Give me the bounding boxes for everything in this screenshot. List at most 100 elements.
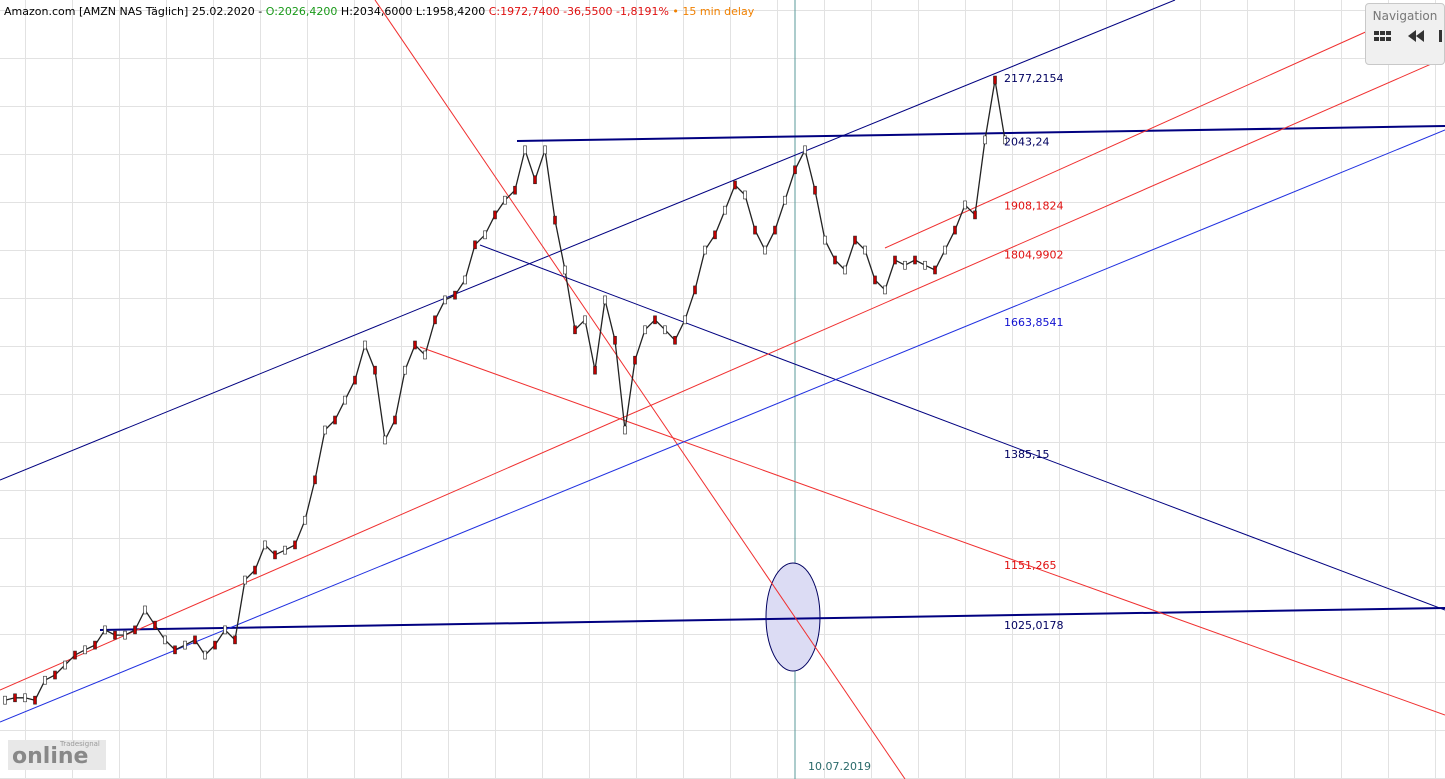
candle xyxy=(713,230,717,240)
candle xyxy=(693,285,697,295)
candle xyxy=(503,195,507,205)
level-label: 1804,9902 xyxy=(1004,249,1064,262)
trend-line xyxy=(884,29,1371,249)
candle xyxy=(43,675,47,685)
candle xyxy=(853,235,857,245)
candle xyxy=(303,515,307,525)
candle xyxy=(843,265,847,275)
trend-line xyxy=(0,57,1445,691)
logo: online Tradesignal xyxy=(8,740,106,770)
logo-text: online xyxy=(12,744,88,769)
candle xyxy=(483,230,487,240)
candle xyxy=(883,285,887,295)
candle xyxy=(563,265,567,275)
candle xyxy=(513,185,517,195)
candle xyxy=(153,620,157,630)
candle xyxy=(583,315,587,325)
candle xyxy=(253,565,257,575)
candle xyxy=(833,255,837,265)
navigation-panel[interactable]: Navigation xyxy=(1365,3,1445,65)
candle xyxy=(263,540,267,550)
level-label: 1151,265 xyxy=(1004,559,1057,572)
level-label: 2043,24 xyxy=(1004,136,1050,149)
candle xyxy=(213,640,217,650)
candle xyxy=(953,225,957,235)
level-label: 2177,2154 xyxy=(1004,72,1064,85)
trend-line xyxy=(516,125,1445,142)
candle xyxy=(163,635,167,645)
candle xyxy=(173,645,177,655)
candle xyxy=(223,625,227,635)
candle xyxy=(603,295,607,305)
candle xyxy=(3,695,7,705)
candle xyxy=(413,340,417,350)
candle xyxy=(753,225,757,235)
candle xyxy=(963,200,967,210)
trend-line xyxy=(99,607,1445,631)
candle xyxy=(653,315,657,325)
candle xyxy=(143,605,147,615)
candle xyxy=(323,425,327,435)
candle xyxy=(993,75,997,85)
candle xyxy=(1003,135,1007,145)
candle xyxy=(973,210,977,220)
level-label: 1385,15 xyxy=(1004,448,1050,461)
candle xyxy=(573,325,577,335)
candle xyxy=(383,435,387,445)
candle xyxy=(983,135,987,145)
candle xyxy=(613,335,617,345)
candle xyxy=(53,670,57,680)
candle xyxy=(473,240,477,250)
candle xyxy=(63,660,67,670)
candle xyxy=(183,640,187,650)
candle xyxy=(913,255,917,265)
header-part: H:2034,6000 L:1958,4200 xyxy=(337,5,489,18)
candle xyxy=(93,640,97,650)
candle xyxy=(123,630,127,640)
trend-line xyxy=(0,0,1176,481)
candle xyxy=(923,260,927,270)
candle xyxy=(623,425,627,435)
header-part: Amazon.com [AMZN NAS Täglich] 25.02.2020… xyxy=(4,5,266,18)
candle xyxy=(443,295,447,305)
candle xyxy=(773,225,777,235)
candle xyxy=(663,325,667,335)
candle xyxy=(893,255,897,265)
candle xyxy=(683,315,687,325)
candle xyxy=(203,650,207,660)
trend-line xyxy=(419,346,1445,716)
candle xyxy=(903,260,907,270)
candle xyxy=(33,695,37,705)
candle xyxy=(453,290,457,300)
navigation-icons xyxy=(1374,30,1442,42)
trend-line xyxy=(374,0,906,779)
header-part: • 15 min delay xyxy=(668,5,755,18)
candle xyxy=(783,195,787,205)
candle xyxy=(523,145,527,155)
candle xyxy=(863,245,867,255)
candle xyxy=(333,415,337,425)
candle xyxy=(403,365,407,375)
candle xyxy=(943,245,947,255)
candle xyxy=(703,245,707,255)
candle xyxy=(823,235,827,245)
candle xyxy=(723,205,727,215)
candle xyxy=(103,625,107,635)
candle xyxy=(633,355,637,365)
candle xyxy=(873,275,877,285)
candle xyxy=(23,693,27,703)
candle xyxy=(743,190,747,200)
candle xyxy=(433,315,437,325)
candle xyxy=(313,475,317,485)
candle xyxy=(243,575,247,585)
level-label: 1908,1824 xyxy=(1004,200,1064,213)
date-label: 10.07.2019 xyxy=(808,760,871,773)
candle xyxy=(233,635,237,645)
candle xyxy=(13,693,17,703)
candle xyxy=(493,210,497,220)
candle xyxy=(83,645,87,655)
highlight-ellipse xyxy=(765,562,821,672)
